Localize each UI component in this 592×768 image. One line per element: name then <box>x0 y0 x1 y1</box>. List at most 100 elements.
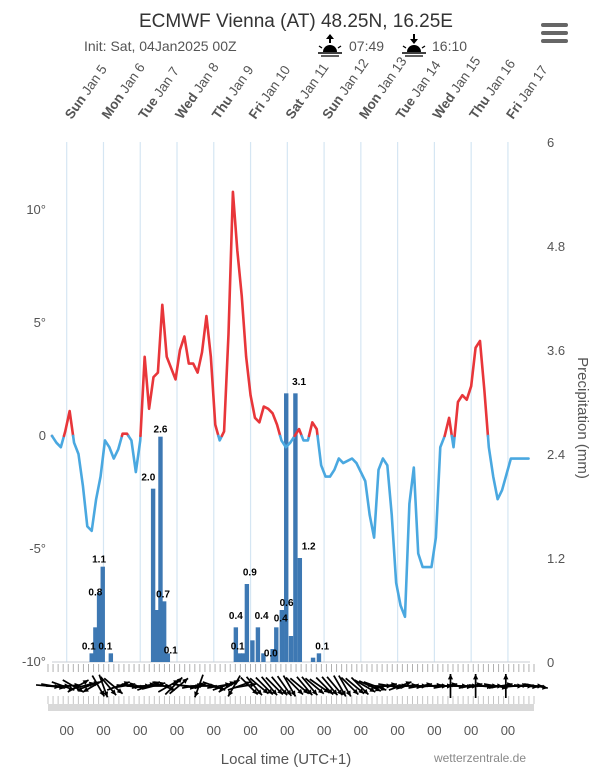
day-label-date: Jan 5 <box>79 62 110 98</box>
day-label-date: Jan 12 <box>336 56 372 98</box>
temperature-line-above-zero <box>443 416 454 438</box>
wind-arrow <box>227 675 241 697</box>
temperature-line-above-zero <box>62 409 75 438</box>
wind-arrow <box>249 677 270 695</box>
y-left-tick-label: 0 <box>39 428 46 443</box>
hour-label: 00 <box>243 723 257 738</box>
precip-value-label: 0.1 <box>164 646 178 657</box>
hour-label: 00 <box>464 723 478 738</box>
precip-bar <box>270 649 275 662</box>
y-left-tick-label: -10° <box>22 654 46 669</box>
temperature-line-above-zero <box>307 421 319 438</box>
chart-title: ECMWF Vienna (AT) 48.25N, 16.25E <box>139 11 453 32</box>
x-axis-title: Local time (UTC+1) <box>221 751 351 768</box>
precip-bar <box>261 653 266 662</box>
precip-bar <box>154 610 159 662</box>
wind-arrow <box>282 675 297 697</box>
wind-arrow <box>103 677 124 695</box>
y-right-tick-label: 3.6 <box>547 343 565 358</box>
x-axis-hour-labels: 00 00 00 00 00 00 00 00 00 00 00 00 00 <box>59 723 515 738</box>
temperature-line-above-zero <box>120 432 130 438</box>
wind-arrow <box>67 679 90 693</box>
wind-arrow <box>340 676 359 696</box>
precip-bar <box>255 627 261 662</box>
temperature-line-below-zero <box>486 434 530 501</box>
y-right-tick-label: 0 <box>547 655 554 670</box>
precip-bar <box>93 627 98 662</box>
y-right-tick-label: 1.2 <box>547 551 565 566</box>
wind-strip-bar <box>48 704 534 711</box>
temperature-line-below-zero <box>127 434 142 474</box>
hour-label: 00 <box>317 723 331 738</box>
wind-arrow <box>271 676 288 696</box>
precip-value-label: 0.1 <box>82 641 96 652</box>
wind-arrow <box>285 676 304 696</box>
temperature-line-below-zero <box>450 434 456 449</box>
day-label-date: Jan 11 <box>297 60 332 101</box>
y-right-tick-label: 6 <box>547 135 554 150</box>
precip-bar <box>297 558 303 662</box>
wind-arrow <box>309 678 330 694</box>
wind-arrow <box>345 677 365 695</box>
temperature-line-below-zero <box>71 434 124 533</box>
hour-label: 00 <box>427 723 441 738</box>
sunset-time: 16:10 <box>432 38 467 54</box>
precip-bar <box>96 592 102 662</box>
wind-arrow <box>82 679 105 693</box>
precip-bar <box>250 640 255 662</box>
y-axis-temperature: 10° 5° 0 -5° -10° <box>22 202 46 669</box>
precip-bar <box>293 393 298 662</box>
precip-bar <box>310 657 316 662</box>
wind-arrow <box>276 675 293 697</box>
precip-bar <box>244 584 250 662</box>
temperature-line-above-zero <box>293 427 304 438</box>
precip-value-label: 1.2 <box>302 542 316 553</box>
day-label-date: Jan 10 <box>258 63 294 105</box>
wind-arrow <box>265 676 284 696</box>
precip-bar <box>161 601 167 662</box>
temperature-line-above-zero <box>220 190 282 438</box>
precip-value-label: 0.4 <box>229 611 243 622</box>
hour-label: 00 <box>390 723 404 738</box>
precip-value-label: 0.1 <box>315 641 329 652</box>
temperature-line-below-zero <box>316 434 446 619</box>
sunrise-time: 07:49 <box>349 38 384 54</box>
wind-arrow <box>301 676 318 696</box>
precip-value-label: 2.0 <box>141 472 155 483</box>
wind-arrow <box>100 676 117 696</box>
precip-value-label: 0.4 <box>255 611 269 622</box>
day-label-date: Jan 16 <box>483 57 519 99</box>
day-label-date: Jan 7 <box>151 64 182 100</box>
wind-arrow <box>326 676 344 696</box>
wind-arrow <box>255 676 274 696</box>
y-left-tick-label: -5° <box>29 541 46 556</box>
precip-bar <box>100 566 105 662</box>
wind-arrow <box>304 677 325 695</box>
temperature-line-below-zero <box>217 434 224 442</box>
precip-bar <box>241 653 246 662</box>
temperature-line-above-zero <box>139 303 220 438</box>
temperature-line-above-zero <box>453 339 490 438</box>
temperature-line-below-zero <box>300 434 311 442</box>
wind-arrow <box>245 676 263 696</box>
wind-arrow <box>98 674 109 698</box>
precip-bar <box>108 653 114 662</box>
wind-arrow <box>338 675 352 697</box>
precipitation-labels: 0.1 0.8 1.1 0.1 2.0 2.6 0.7 0.1 0.4 0.1 0.9 0.4 0.0 0… <box>82 377 330 659</box>
precip-value-label: 0.1 <box>231 641 245 652</box>
wind-arrow <box>524 683 548 690</box>
wind-arrow <box>354 679 376 693</box>
precip-bar <box>89 653 94 662</box>
hour-label: 00 <box>354 723 368 738</box>
precip-bar <box>233 627 239 662</box>
wind-arrow <box>296 676 313 696</box>
day-label-date: Jan 9 <box>225 63 256 99</box>
y-right-tick-label: 4.8 <box>547 239 565 254</box>
precip-value-label: 0.8 <box>88 588 102 599</box>
wind-direction-strip <box>35 664 548 711</box>
hamburger-menu-icon[interactable] <box>541 23 568 43</box>
hour-label: 00 <box>207 723 221 738</box>
precip-bar <box>316 653 322 662</box>
